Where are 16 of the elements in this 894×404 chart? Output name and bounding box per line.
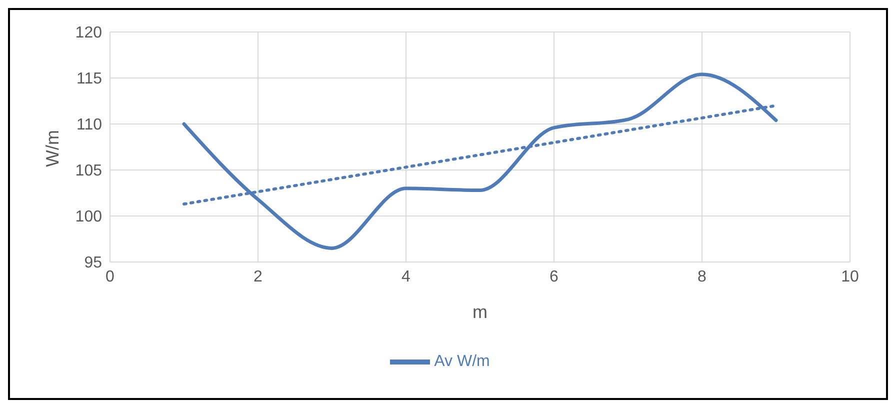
y-tick-label: 110 <box>76 116 102 134</box>
y-tick-label: 100 <box>75 208 102 226</box>
y-tick-label: 105 <box>75 162 102 180</box>
y-tick-label: 95 <box>84 254 102 272</box>
x-tick-label: 8 <box>698 268 707 286</box>
x-tick-label: 0 <box>106 268 115 286</box>
y-tick-label: 115 <box>76 70 102 88</box>
legend-label: Av W/m <box>434 353 490 370</box>
line-series <box>182 72 778 250</box>
x-tick-label: 4 <box>402 268 411 286</box>
x-tick-label: 2 <box>254 268 263 286</box>
x-axis-title: m <box>472 302 488 322</box>
x-tick-label: 6 <box>550 268 559 286</box>
x-tick-label: 10 <box>841 268 859 286</box>
y-axis-title: W/m <box>42 130 62 167</box>
y-tick-label: 120 <box>75 24 102 42</box>
